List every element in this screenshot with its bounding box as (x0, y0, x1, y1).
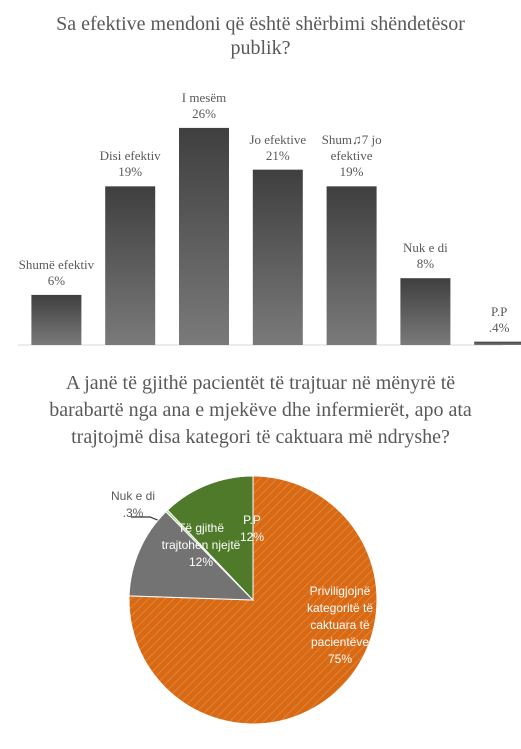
category-label: Shumë efektiv (18, 256, 95, 272)
category-label: Priviligjojnë kategoritë të caktuara të … (306, 584, 374, 649)
value-label: 26% (192, 105, 216, 121)
bar-label: Shum♫7 jo efektive 19% (310, 132, 394, 180)
category-label: Disi efektiv (99, 148, 161, 164)
bar (179, 127, 229, 346)
value-label: 19% (339, 164, 364, 180)
value-label: .3% (122, 506, 144, 520)
slice-label: Priviligjojnë kategoritë të caktuara të … (290, 583, 390, 668)
slice-label: P.P 12% (212, 512, 292, 546)
category-label: Nuk e di (403, 240, 448, 256)
category-label: I mesëm (181, 89, 227, 105)
value-label: 21% (265, 147, 290, 163)
category-label: P.P (491, 303, 508, 319)
value-label: 19% (118, 164, 143, 180)
slice-label: Nuk e di .3% (98, 488, 168, 522)
value-label: 12% (188, 555, 214, 569)
bar (474, 341, 521, 345)
bar-label: P.P .4% (457, 304, 521, 336)
bar-label: Jo efektive 21% (236, 132, 320, 164)
value-label: 12% (239, 530, 265, 544)
bar (31, 294, 82, 345)
bar-label: Disi efektiv 19% (88, 148, 172, 180)
category-label: Nuk e di (110, 489, 156, 503)
pie-slice (166, 475, 254, 602)
category-label: Të gjithë trajtohen njejtë (161, 521, 241, 552)
bar (326, 186, 377, 345)
category-label: Jo efektive (249, 131, 307, 147)
bar-label: Shumë efektiv 6% (14, 257, 98, 289)
bar (105, 186, 156, 345)
slice-label: Të gjithë trajtohen njejtë 12% (158, 520, 244, 571)
category-label: Shum♫7 jo efektive (321, 132, 382, 164)
value-label: .4% (488, 319, 510, 335)
value-label: 6% (47, 272, 66, 288)
category-label: P.P (243, 513, 261, 527)
value-label: 8% (416, 256, 435, 272)
bar (400, 278, 451, 345)
chart-title: Sa efektive mendoni që është shërbimi sh… (56, 13, 465, 59)
chart-title: A janë të gjithë pacientët të trajtuar n… (49, 372, 472, 448)
bar (252, 169, 303, 345)
bar-label: I mesëm 26% (162, 90, 246, 122)
pie-slice (128, 510, 255, 601)
bar-label: Nuk e di 8% (383, 240, 467, 272)
value-label: 75% (327, 652, 353, 666)
